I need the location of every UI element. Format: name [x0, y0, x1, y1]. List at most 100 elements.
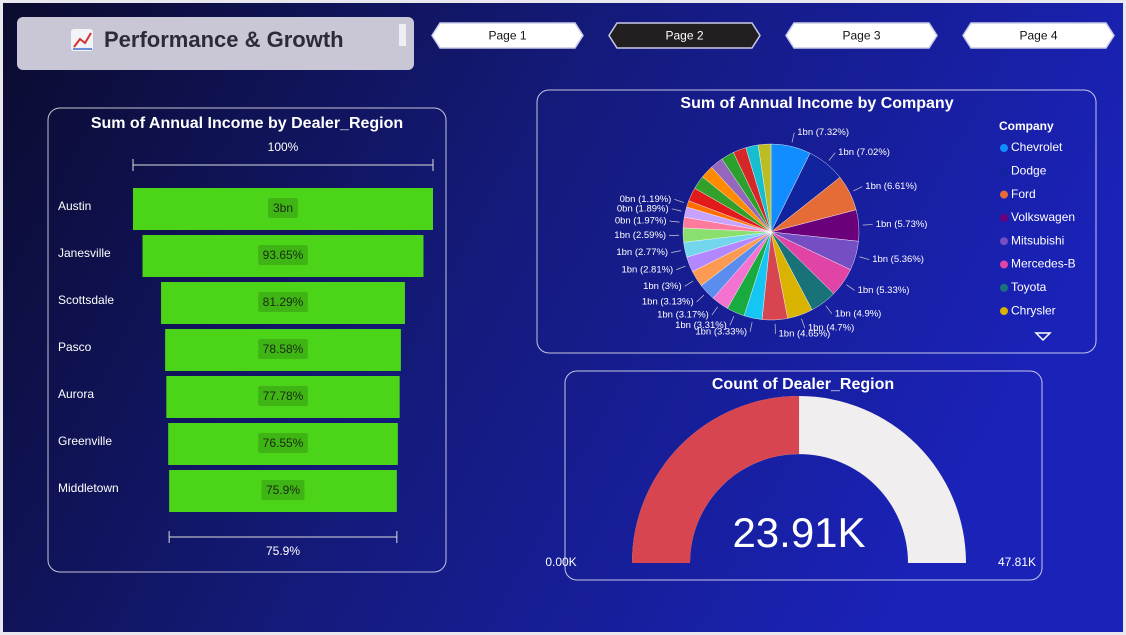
data-label-bg: [261, 480, 305, 500]
nav-label[interactable]: Page 1: [488, 29, 526, 43]
category-label: Janesville: [58, 246, 111, 260]
legend-marker: [1000, 213, 1008, 222]
gauge-limit: 0.00K: [545, 555, 576, 569]
chart-title: Count of Dealer_Region: [712, 376, 894, 393]
data-label: 1bn (3.31%): [675, 320, 727, 331]
leader-line: [846, 284, 855, 291]
nav-label[interactable]: Page 2: [665, 29, 703, 43]
pie-panel: [536, 89, 1097, 354]
header-accent: [399, 24, 406, 46]
nav-button[interactable]: [608, 22, 761, 49]
data-label: 76.55%: [263, 436, 304, 450]
legend-scroll[interactable]: [1034, 332, 1052, 342]
leader-line: [853, 186, 863, 192]
legend-label: Ford: [1011, 187, 1036, 201]
range-label: 75.9%: [266, 544, 300, 558]
data-label: 1bn (3%): [643, 281, 682, 292]
leader-line: [828, 152, 836, 161]
legend-label: Chrysler: [1011, 303, 1056, 317]
data-label: 1bn (6.61%): [865, 181, 917, 192]
category-label: Scottsdale: [58, 293, 114, 307]
nav-button[interactable]: [785, 22, 938, 49]
data-label-bg: [258, 339, 308, 359]
legend-marker: [1000, 237, 1008, 246]
chart-title: Sum of Annual Income by Company: [680, 95, 953, 112]
data-label: 3bn: [273, 201, 293, 215]
data-label: 77.78%: [263, 389, 304, 403]
data-label: 0bn (1.89%): [617, 203, 669, 214]
legend-label: Dodge: [1011, 163, 1047, 177]
data-label-bg: [258, 433, 308, 453]
gauge-panel: [564, 370, 1043, 581]
gauge-value: 23.91K: [732, 509, 865, 556]
header-box: [17, 17, 414, 70]
data-label: 1bn (4.9%): [835, 308, 881, 319]
data-label: 1bn (2.59%): [614, 230, 666, 241]
data-label-bg: [258, 245, 308, 265]
nav-button[interactable]: [962, 22, 1115, 49]
data-label-bg: [258, 292, 308, 312]
data-label: 0bn (1.97%): [615, 216, 667, 227]
legend-marker: [1000, 190, 1008, 199]
leader-line: [669, 220, 680, 223]
range-bracket: [132, 159, 434, 171]
leader-line: [684, 280, 694, 287]
data-label: 0bn (1.19%): [620, 194, 672, 205]
data-label: 75.9%: [266, 483, 300, 497]
data-label: 1bn (4.65%): [779, 328, 831, 339]
category-label: Pasco: [58, 340, 92, 354]
leader-line: [729, 316, 735, 326]
gauge-limit: 47.81K: [998, 555, 1036, 569]
legend-label: Volkswagen: [1011, 210, 1075, 224]
legend-marker: [1000, 144, 1008, 152]
legend-label: Toyota: [1011, 280, 1047, 294]
leader-line: [791, 132, 795, 143]
legend-title: Company: [999, 119, 1054, 133]
data-label-bg: [258, 386, 308, 406]
leader-line: [671, 208, 682, 212]
category-label: Greenville: [58, 434, 112, 448]
data-label: 81.29%: [263, 295, 304, 309]
legend-marker: [1000, 283, 1008, 292]
data-label: 1bn (3.33%): [695, 326, 747, 337]
legend-label: Chevrolet: [1011, 140, 1063, 154]
nav-label[interactable]: Page 4: [1019, 29, 1057, 43]
legend-marker: [1000, 260, 1008, 269]
data-label: 1bn (2.77%): [616, 247, 668, 258]
nav-label[interactable]: Page 3: [842, 29, 880, 43]
leader-line: [801, 318, 806, 329]
leader-line: [862, 224, 873, 226]
leader-line: [711, 306, 718, 316]
leader-line: [749, 321, 753, 332]
leader-line: [674, 199, 684, 203]
data-label: 1bn (5.36%): [872, 254, 924, 265]
data-label-bg: [268, 198, 298, 218]
legend-label: Mitsubishi: [1011, 233, 1064, 247]
data-label: 1bn (3.17%): [657, 310, 709, 321]
category-label: Aurora: [58, 387, 94, 401]
data-label: 1bn (3.13%): [642, 296, 694, 307]
data-label: 1bn (7.02%): [838, 147, 890, 158]
data-label: 1bn (2.81%): [621, 264, 673, 275]
nav-button[interactable]: [431, 22, 584, 49]
data-label: 1bn (7.32%): [797, 127, 849, 138]
leader-line: [676, 265, 686, 271]
data-label: 93.65%: [263, 248, 304, 262]
category-label: Austin: [58, 199, 91, 213]
range-bracket: [168, 531, 398, 543]
data-label: 1bn (5.33%): [858, 285, 910, 296]
leader-line: [671, 250, 681, 253]
header-icon: [71, 29, 93, 51]
header-title: Performance & Growth: [104, 27, 344, 52]
leader-line: [859, 256, 870, 260]
legend-label: Mercedes-B: [1011, 257, 1076, 271]
gauge-fill: [632, 396, 800, 563]
data-label: 1bn (5.73%): [876, 219, 928, 230]
legend-marker: [1000, 167, 1008, 176]
funnel-panel: [47, 107, 447, 573]
legend-marker: [1000, 307, 1008, 316]
data-label: 1bn (4.7%): [808, 323, 854, 334]
range-label: 100%: [268, 140, 299, 154]
